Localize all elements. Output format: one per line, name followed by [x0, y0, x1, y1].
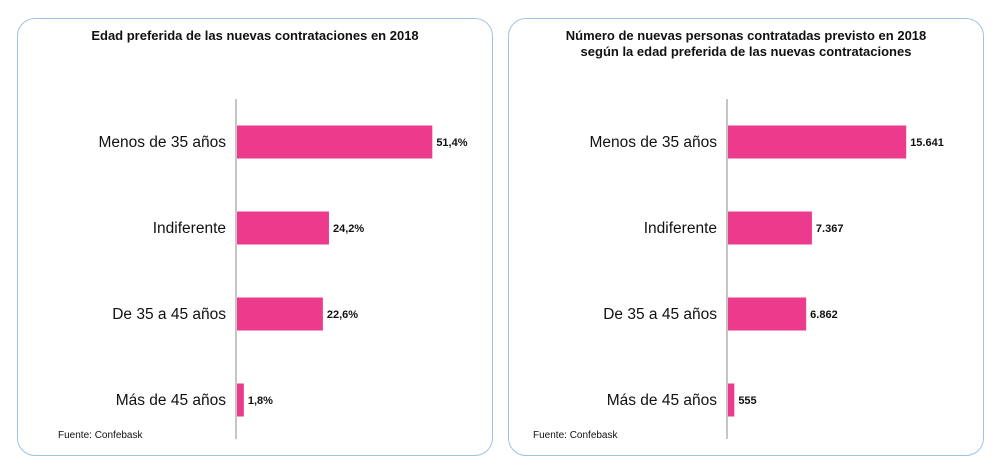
- value-label: 51,4%: [436, 137, 467, 149]
- chart-title-line: Edad preferida de las nuevas contratacio…: [91, 28, 419, 43]
- value-label: 555: [738, 395, 756, 407]
- bar: [237, 211, 329, 245]
- value-label: 15.641: [910, 137, 944, 149]
- bar: [237, 383, 244, 417]
- bar: [728, 297, 807, 331]
- category-label: Más de 45 años: [116, 392, 227, 409]
- bar: [728, 125, 907, 159]
- bar: [237, 125, 433, 159]
- value-label: 7.367: [816, 223, 844, 235]
- bar: [728, 211, 812, 245]
- category-label: Indiferente: [153, 220, 226, 237]
- source-note: Fuente: Confebask: [533, 430, 618, 441]
- chart-title: Número de nuevas personas contratadas pr…: [509, 28, 983, 60]
- chart-panel-age-preference: Edad preferida de las nuevas contratacio…: [17, 18, 493, 456]
- bar-chart-hires-forecast: Menos de 35 años 15.641 Indiferente 7.367 De…: [589, 99, 944, 439]
- category-label: De 35 a 45 años: [603, 306, 717, 323]
- bar: [728, 383, 735, 417]
- category-label: Más de 45 años: [607, 392, 718, 409]
- chart-title-line-1: Número de nuevas personas contratadas pr…: [565, 28, 927, 43]
- source-note: Fuente: Confebask: [58, 430, 143, 441]
- chart-title: Edad preferida de las nuevas contratacio…: [18, 28, 492, 44]
- value-label: 22,6%: [327, 309, 358, 321]
- value-label: 1,8%: [248, 395, 273, 407]
- category-label: Indiferente: [644, 220, 717, 237]
- value-label: 24,2%: [333, 223, 364, 235]
- category-label: De 35 a 45 años: [112, 306, 226, 323]
- chart-title-line-2: según la edad preferida de las nuevas co…: [580, 44, 912, 59]
- bar: [237, 297, 323, 331]
- bar-chart-age-preference: Menos de 35 años 51,4% Indiferente 24,2% De …: [98, 99, 468, 439]
- value-label: 6.862: [810, 309, 838, 321]
- chart-panel-hires-forecast: Número de nuevas personas contratadas pr…: [508, 18, 984, 456]
- category-label: Menos de 35 años: [98, 134, 226, 151]
- category-label: Menos de 35 años: [589, 134, 717, 151]
